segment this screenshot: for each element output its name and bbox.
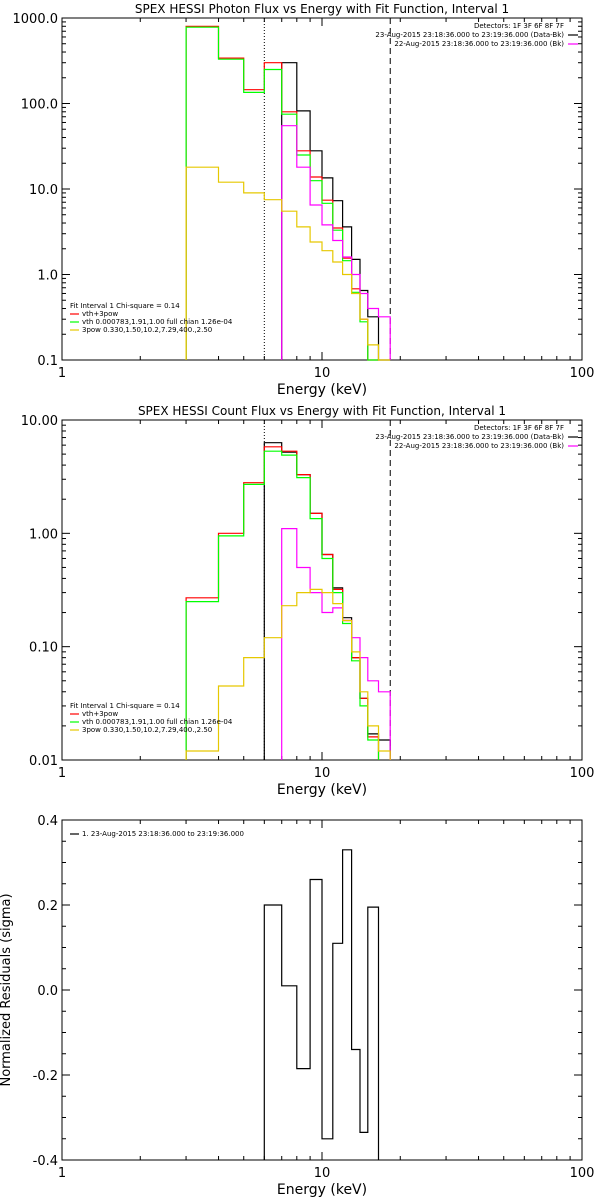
x-axis-label: Energy (keV) [277,782,367,798]
series-1-line [263,442,391,760]
chart-1: SPEX HESSI Photon Flux vs Energy with Fi… [13,2,595,398]
info-line: 23-Aug-2015 23:18:36.000 to 23:19:36.000… [375,31,564,39]
chart-title: SPEX HESSI Count Flux vs Energy with Fit… [138,404,506,418]
y-tick-label: 10.0 [29,183,58,198]
info-line: 22-Aug-2015 23:18:36.000 to 23:19:36.000… [394,442,564,450]
y-tick-label: -0.4 [33,1154,58,1169]
y-tick-label: 0.2 [37,899,58,914]
info-line: Detectors: 1F 3F 6F 8F 7F [474,424,564,432]
legend-label: 1. 23-Aug-2015 23:18:36.000 to 23:19:36.… [82,830,244,838]
legend-label: 3pow 0.330,1.50,10.2,7.29,400.,2.50 [82,326,212,334]
y-tick-label: 0.1 [37,354,58,369]
x-tick-label: 100 [570,366,595,381]
y-tick-label: 10.00 [21,414,58,429]
y-tick-label: 0.10 [29,641,58,656]
chart-3: 1 10 100 -0.4 -0.2 0.0 0.2 0.4 Energy (keV) Norma… [0,814,594,1198]
x-axis-label: Energy (keV) [277,1182,367,1198]
info-line: 22-Aug-2015 23:18:36.000 to 23:19:36.000… [394,40,564,48]
x-tick-label: 1 [58,366,66,381]
y-tick-label: 1.00 [29,527,58,542]
y-tick-label: -0.2 [33,1069,58,1084]
y-tick-label: 100.0 [21,98,58,113]
legend-label: vth 0.000783,1.91,1.00 full chian 1.26e-… [82,318,233,326]
y-tick-label: 0.4 [37,814,58,829]
x-tick-label: 100 [570,1166,595,1181]
legend-label: Fit Interval 1 Chi-square = 0.14 [70,302,180,310]
series-4-line [281,528,391,760]
series-5-line [185,588,391,760]
legend-label: 3pow 0.330,1.50,10.2,7.29,400.,2.50 [82,726,212,734]
series-5-line [185,166,391,361]
legend-label: vth+3pow [82,710,118,718]
x-tick-label: 10 [314,366,331,381]
series-1-line [281,62,391,361]
legend-label: vth+3pow [82,310,118,318]
x-tick-label: 100 [570,766,595,781]
series-4-line [281,125,391,360]
y-tick-label: 0.01 [29,754,58,769]
x-tick-label: 10 [314,1166,331,1181]
info-line: 23-Aug-2015 23:18:36.000 to 23:19:36.000… [375,433,564,441]
x-tick-label: 1 [58,766,66,781]
x-tick-label: 1 [58,1166,66,1181]
series-1-line [263,849,380,1160]
x-axis-label: Energy (keV) [277,382,367,398]
y-tick-label: 0.0 [37,984,58,999]
legend-label: vth 0.000783,1.91,1.00 full chian 1.26e-… [82,718,233,726]
chart-2: SPEX HESSI Count Flux vs Energy with Fit… [21,404,595,798]
info-line: Detectors: 1F 3F 6F 8F 7F [474,22,564,30]
y-tick-label: 1000.0 [13,12,59,27]
x-tick-label: 10 [314,766,331,781]
legend-label: Fit Interval 1 Chi-square = 0.14 [70,702,180,710]
y-tick-label: 1.0 [37,269,58,284]
y-axis-label: Normalized Residuals (sigma) [0,893,14,1086]
chart-title: SPEX HESSI Photon Flux vs Energy with Fi… [135,2,509,16]
